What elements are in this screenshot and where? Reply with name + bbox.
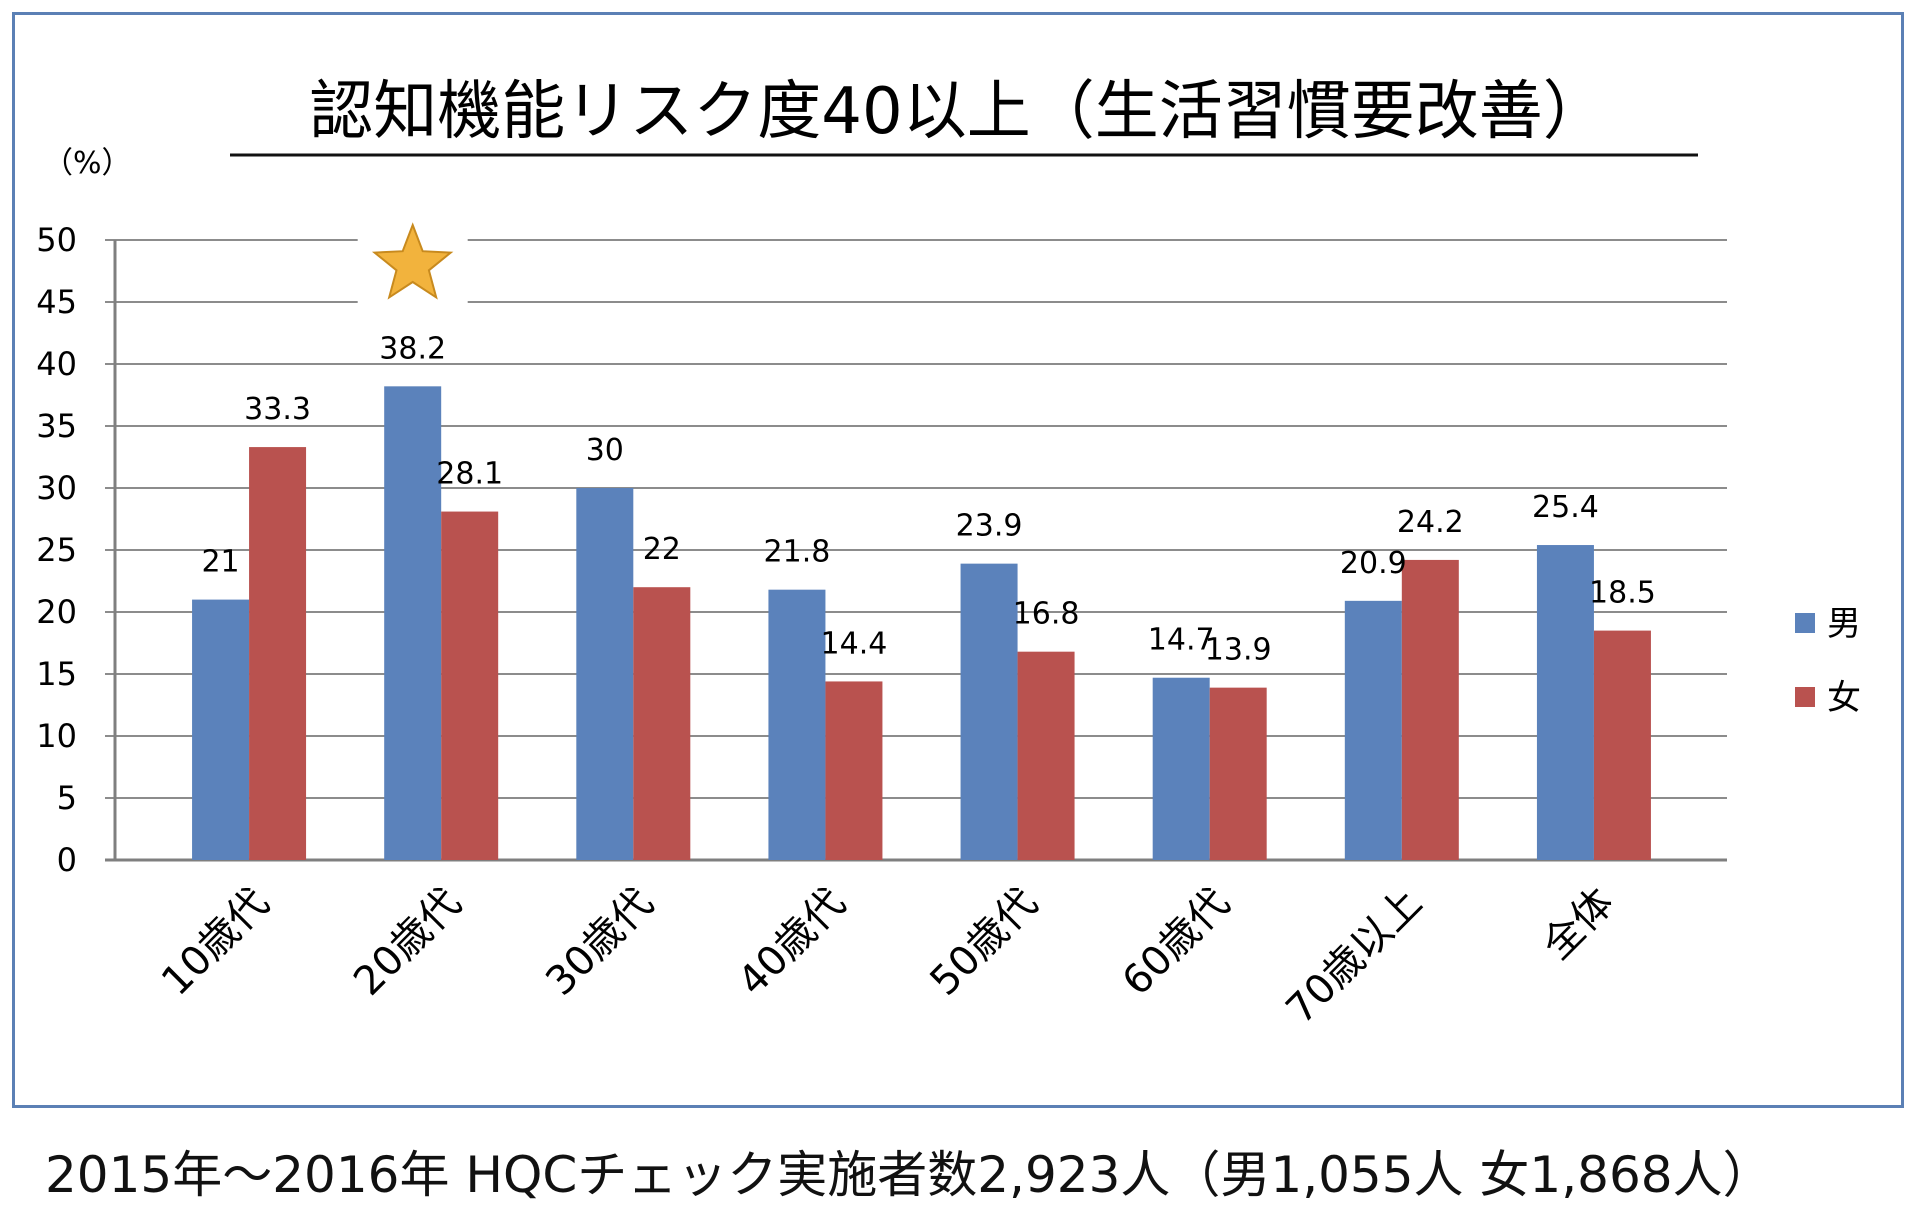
data-label: 16.8 bbox=[1013, 597, 1080, 632]
y-tick-label: 30 bbox=[36, 469, 77, 507]
y-axis-unit: （%） bbox=[43, 146, 132, 181]
category-label: 10歳代 bbox=[153, 880, 278, 1005]
star-icon bbox=[371, 222, 454, 300]
bar-female bbox=[249, 447, 307, 860]
grid-lines bbox=[105, 239, 1727, 862]
data-label: 23.9 bbox=[956, 509, 1023, 544]
category-labels: 10歳代 20歳代 30歳代 40歳代 50歳代 60歳代 70歳以上 全体 bbox=[153, 880, 1623, 1033]
bar-female bbox=[441, 511, 499, 860]
data-labels: 21 33.3 38.2 28.1 30 22 21.8 14.4 23.9 16.8 14.713… bbox=[201, 331, 1655, 667]
y-tick-label: 15 bbox=[36, 655, 77, 693]
data-label: 28.1 bbox=[436, 457, 503, 492]
bar-male bbox=[1152, 677, 1210, 860]
legend: 男女 bbox=[1795, 604, 1861, 718]
data-label: 38.2 bbox=[379, 331, 446, 366]
footer-note: 2015年～2016年 HQCチェック実施者数2,923人（男1,055人 女1… bbox=[45, 1146, 1773, 1204]
chart-frame: 認知機能リスク度40以上（生活習慣要改善） （%） 0 5 10 15 20 25 30 35… bbox=[12, 12, 1904, 1108]
y-tick-label: 20 bbox=[36, 593, 77, 631]
data-label: 14.7 bbox=[1148, 623, 1215, 658]
bars bbox=[192, 386, 1651, 860]
bar-female bbox=[825, 681, 883, 860]
bar-female bbox=[1017, 651, 1075, 860]
data-label: 18.5 bbox=[1589, 576, 1656, 611]
category-label: 全体 bbox=[1534, 880, 1623, 969]
bar-chart: 認知機能リスク度40以上（生活習慣要改善） （%） 0 5 10 15 20 25 30 35… bbox=[36, 75, 1861, 1033]
y-tick-label: 10 bbox=[36, 717, 77, 755]
y-tick-label: 5 bbox=[57, 779, 77, 817]
category-label: 40歳代 bbox=[729, 880, 854, 1005]
bar-male bbox=[768, 589, 826, 860]
bar-male bbox=[384, 386, 442, 860]
data-label: 24.2 bbox=[1397, 505, 1464, 540]
data-label: 25.4 bbox=[1532, 490, 1599, 525]
data-label: 30 bbox=[586, 433, 624, 468]
bar-female bbox=[1401, 559, 1459, 860]
y-tick-label: 25 bbox=[36, 531, 77, 569]
y-tick-label: 35 bbox=[36, 407, 77, 445]
legend-label: 女 bbox=[1827, 678, 1861, 718]
bar-male bbox=[192, 599, 250, 860]
y-tick-label: 50 bbox=[36, 221, 77, 259]
legend-swatch bbox=[1795, 687, 1815, 707]
category-label: 70歳以上 bbox=[1278, 880, 1431, 1033]
data-label: 22 bbox=[643, 532, 681, 567]
category-label: 20歳代 bbox=[345, 880, 470, 1005]
data-label: 21.8 bbox=[764, 535, 831, 570]
data-label: 13.9 bbox=[1205, 633, 1272, 668]
data-label: 21 bbox=[201, 545, 239, 580]
annotations bbox=[357, 215, 468, 315]
legend-swatch bbox=[1795, 613, 1815, 633]
bar-male bbox=[960, 563, 1018, 860]
category-label: 60歳代 bbox=[1114, 880, 1239, 1005]
y-tick-label: 40 bbox=[36, 345, 77, 383]
y-tick-label: 0 bbox=[57, 841, 77, 879]
category-label: 30歳代 bbox=[537, 880, 662, 1005]
bar-male bbox=[576, 488, 634, 860]
bar-female bbox=[1593, 630, 1651, 860]
bar-male bbox=[1536, 545, 1594, 860]
bar-female bbox=[633, 587, 691, 860]
data-label: 14.4 bbox=[821, 626, 888, 661]
chart-title: 認知機能リスク度40以上（生活習慣要改善） bbox=[309, 75, 1606, 149]
y-tick-label: 45 bbox=[36, 283, 77, 321]
bar-female bbox=[1209, 687, 1267, 860]
y-tick-labels: 0 5 10 15 20 25 30 35 40 45 50 bbox=[36, 221, 77, 879]
legend-label: 男 bbox=[1827, 604, 1861, 644]
data-label: 33.3 bbox=[244, 392, 311, 427]
data-label: 20.9 bbox=[1340, 546, 1407, 581]
category-label: 50歳代 bbox=[922, 880, 1047, 1005]
bar-male bbox=[1344, 600, 1402, 860]
